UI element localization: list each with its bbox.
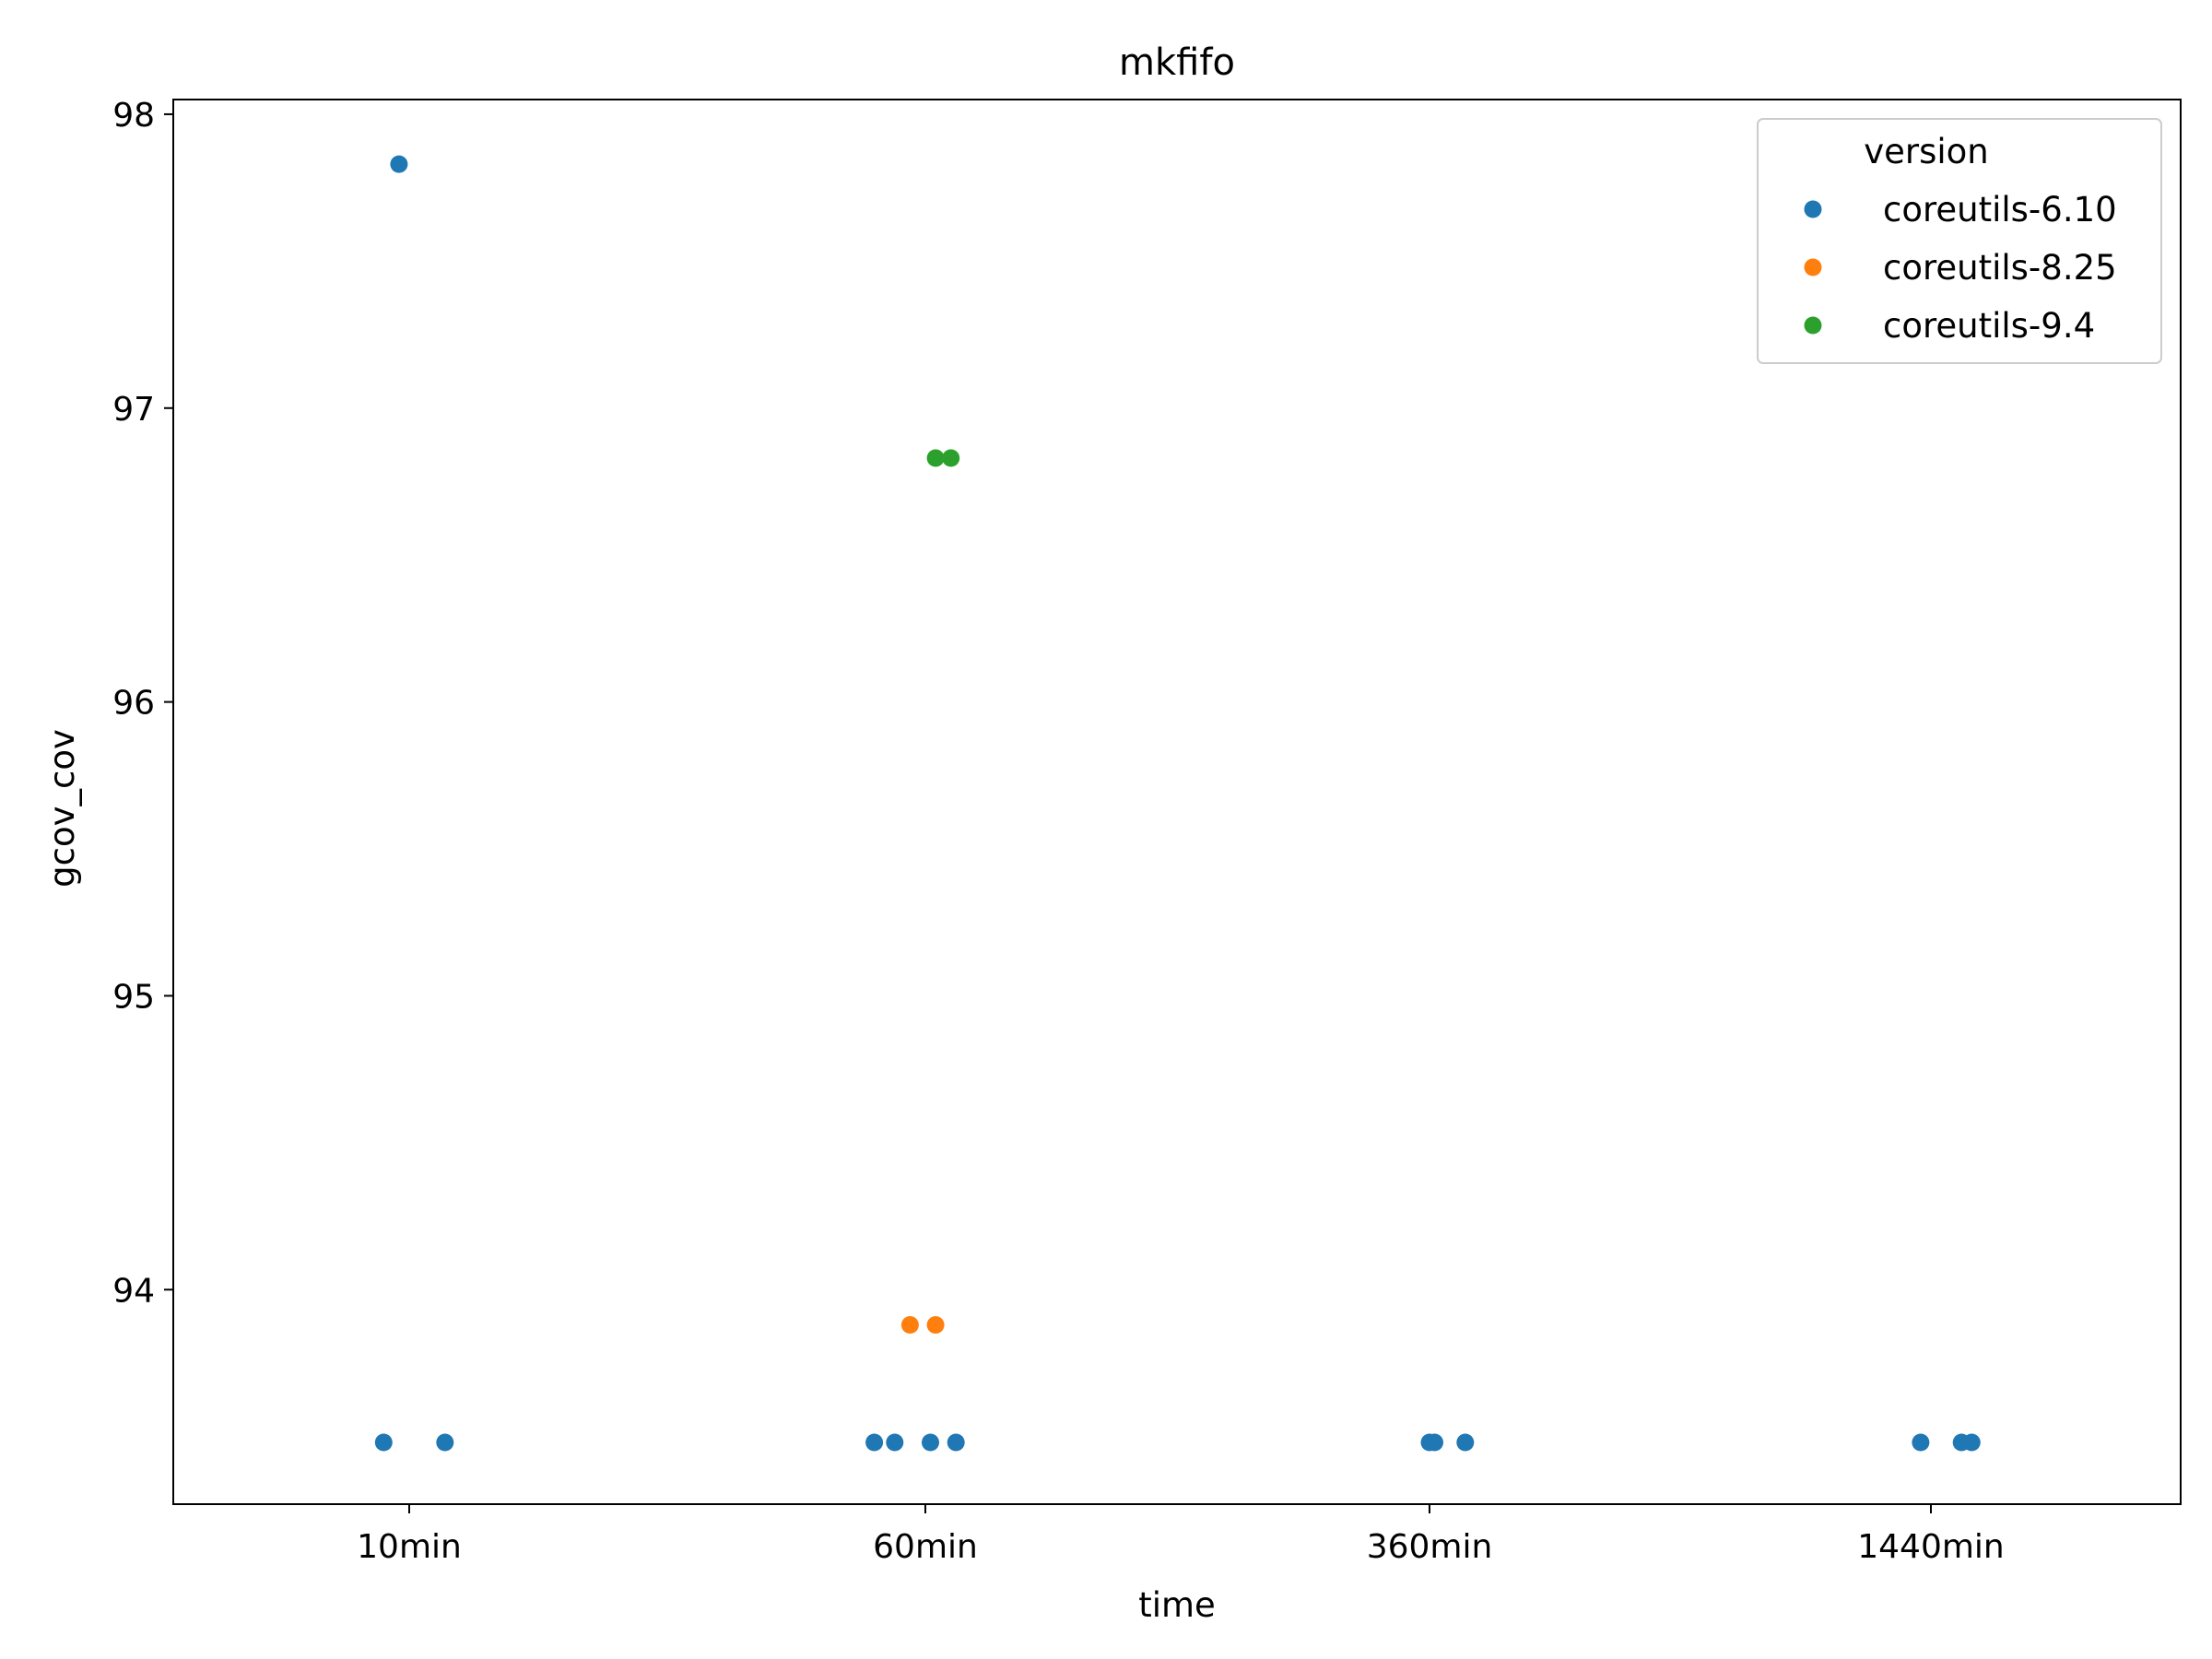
point-coreutils-6.10-360min-8 [1426,1433,1443,1452]
y-tick-label-94: 94 [112,1272,155,1310]
x-tick-label-360min: 360min [1367,1528,1493,1566]
x-tick-label-10min: 10min [357,1528,462,1566]
point-coreutils-6.10-10min-1 [374,1433,393,1452]
legend-marker-coreutils-6.10 [1804,200,1822,218]
point-coreutils-6.10-60min-6 [947,1433,965,1452]
plot-area-frame [172,99,2182,1505]
point-coreutils-6.10-60min-4 [886,1433,904,1452]
legend-title: version [1864,132,1989,171]
point-coreutils-9.4-60min-1 [942,449,960,467]
legend-marker-coreutils-9.4 [1804,316,1822,335]
point-coreutils-6.10-60min-5 [922,1433,939,1452]
y-axis-label: gcov_cov [42,729,82,888]
point-coreutils-6.10-360min-9 [1456,1433,1475,1452]
legend-box [1757,118,2162,364]
axis-ticks: 10min 60min 360min 1440min 94 95 96 97 98 [112,97,2005,1566]
y-tick-label-97: 97 [112,391,155,429]
point-coreutils-6.10-1440min-12 [1962,1433,1981,1452]
point-coreutils-6.10-10min-0 [390,155,408,173]
x-tick-label-60min: 60min [873,1528,978,1566]
legend: version coreutils-6.10 coreutils-8.25 coreu… [1757,118,2162,364]
y-tick-label-98: 98 [112,97,155,135]
legend-label-coreutils-9.4: coreutils-9.4 [1883,306,2095,346]
point-coreutils-6.10-1440min-10 [1912,1433,1930,1452]
chart-title: mkfifo [1119,41,1235,84]
legend-marker-coreutils-8.25 [1804,258,1822,276]
point-coreutils-6.10-60min-3 [865,1433,884,1452]
legend-label-coreutils-8.25: coreutils-8.25 [1883,248,2117,288]
data-points [374,155,1981,1452]
y-tick-label-95: 95 [112,978,155,1016]
point-coreutils-8.25-60min-1 [926,1316,945,1334]
point-coreutils-6.10-10min-2 [436,1433,454,1452]
y-tick-label-96: 96 [112,685,155,723]
point-coreutils-8.25-60min-0 [900,1316,919,1334]
x-tick-label-1440min: 1440min [1857,1528,2005,1566]
legend-label-coreutils-6.10: coreutils-6.10 [1883,190,2117,229]
x-axis-label: time [1138,1585,1216,1625]
point-coreutils-9.4-60min-0 [926,449,945,467]
